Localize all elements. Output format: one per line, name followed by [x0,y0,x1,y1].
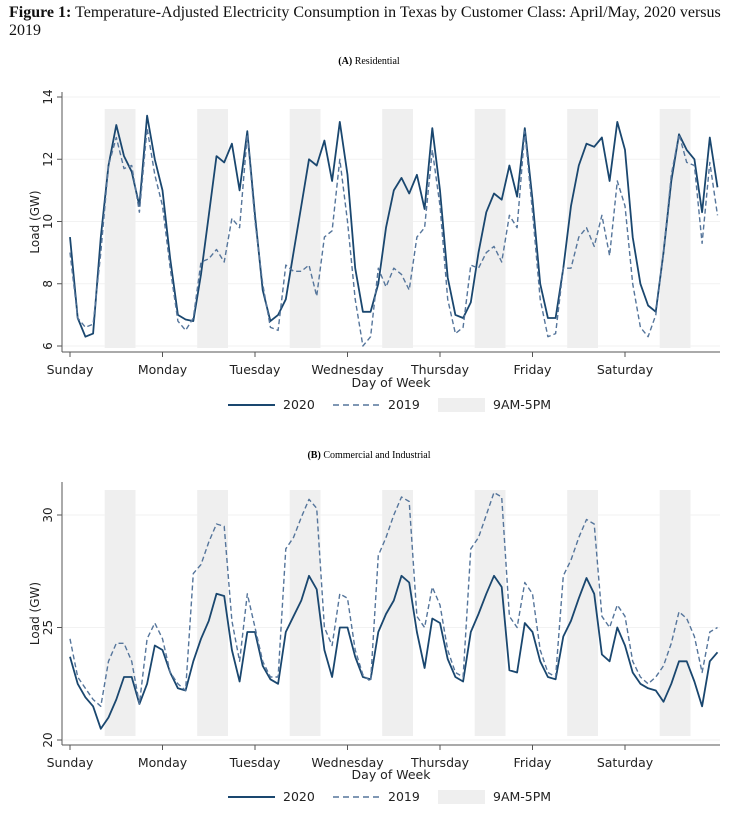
panel-a-label: (A) [338,56,354,67]
panel-b-legend-2020-label: 2020 [283,789,315,804]
panel-a-legend-2019-label: 2019 [388,397,420,412]
panel-b-title-text: Commercial and Industrial [323,450,430,461]
panel-a-title-text: Residential [355,56,400,67]
panel-a-x-tick-label: Saturday [597,362,654,377]
panel-a-legend-shade-swatch [438,398,485,412]
panel-b-y-tick-label: 25 [41,620,55,635]
panel-a-y-tick-label: 6 [41,342,55,350]
panel-a-shade-9am-5pm [474,109,506,348]
panel-a-x-tick-label: Sunday [47,362,94,377]
panel-b-shade-9am-5pm [659,490,691,736]
panel-a-shade-9am-5pm [567,109,599,348]
panel-b-legend-2019-label: 2019 [388,789,420,804]
panel-b-x-tick-label: Tuesday [229,755,281,770]
panel-a-x-tick-label: Thursday [410,362,470,377]
figure-caption-text: Temperature-Adjusted Electricity Consump… [9,4,721,39]
panel-b-x-tick-label: Saturday [597,755,654,770]
panel-b-x-tick-label: Sunday [47,755,94,770]
panel-b-shade-9am-5pm [197,490,229,736]
panel-b-series-2019 [69,491,718,707]
panel-b-shade-9am-5pm [567,490,599,736]
panel-b-legend-shade-label: 9AM-5PM [493,789,551,804]
panel-b-x-axis-label: Day of Week [352,767,432,782]
panel-b-shade-9am-5pm [104,490,136,736]
panel-b-legend-shade-swatch [438,790,485,804]
panel-b-y-tick-label: 20 [41,732,55,747]
panel-a-x-axis-label: Day of Week [352,375,432,390]
panel-a-title: (A) Residential [338,56,400,67]
panel-b-x-tick-label: Thursday [410,755,470,770]
panel-b-y-axis-label: Load (GW) [28,582,42,645]
panel-a-y-tick-label: 14 [41,89,55,104]
panel-a-legend-shade-label: 9AM-5PM [493,397,551,412]
panel-a-shade-9am-5pm [382,109,414,348]
panel-b-x-tick-label: Wednesday [311,755,384,770]
panel-b-x-tick-label: Monday [138,755,188,770]
panel-a-legend-2020-label: 2020 [283,397,315,412]
panel-b-title: (B) Commercial and Industrial [307,450,430,461]
panel-a-x-tick-label: Tuesday [229,362,281,377]
panel-a-series-2020 [69,114,719,338]
panel-a-y-tick-label: 10 [41,214,55,229]
panel-a-shade-9am-5pm [289,109,321,348]
panel-a-shade-9am-5pm [104,109,136,348]
panel-b-x-tick-label: Friday [514,755,552,770]
panel-a-y-tick-label: 12 [41,152,55,167]
panel-a-x-tick-label: Friday [514,362,552,377]
figure-caption: Figure 1: Temperature-Adjusted Electrici… [9,4,734,40]
figure-label: Figure 1: [9,4,72,21]
panel-a-y-axis-label: Load (GW) [28,190,42,253]
panel-a-shade-9am-5pm [197,109,229,348]
panel-a-x-tick-label: Wednesday [311,362,384,377]
panel-a-shade-9am-5pm [659,109,691,348]
panel-b-series-2020 [69,574,719,730]
panel-b-label: (B) [307,450,323,461]
panel-b-y-tick-label: 30 [41,507,55,522]
panel-a-y-tick-label: 8 [41,280,55,288]
panel-a-x-tick-label: Monday [138,362,188,377]
panel-a-series-2019 [69,127,719,347]
